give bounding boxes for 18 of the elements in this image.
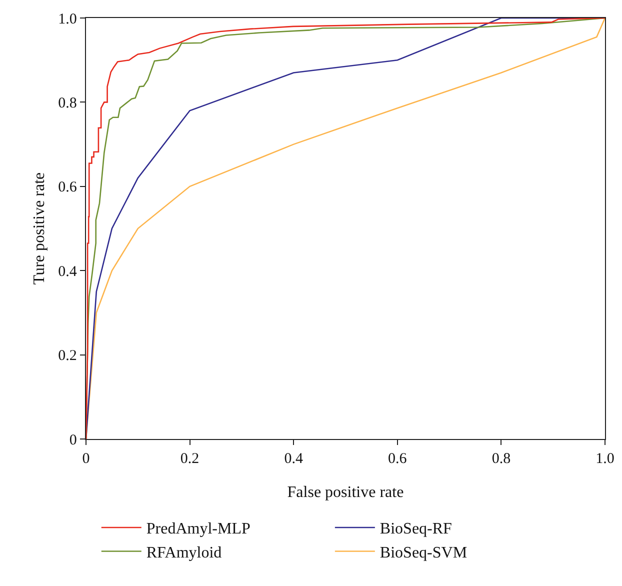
y-tick-label: 0 (69, 432, 77, 448)
x-tick-label: 0.8 (492, 451, 511, 468)
legend-label: BioSeq-SVM (380, 544, 468, 562)
x-tick-label: 0.4 (284, 451, 304, 468)
legend-label: RFAmyloid (146, 544, 222, 562)
x-tick-label: 0.6 (388, 451, 408, 468)
y-tick-label: 1.0 (58, 11, 77, 28)
y-tick-label: 0.2 (58, 348, 77, 364)
y-tick-label: 0.6 (58, 180, 78, 196)
x-tick-label: 0 (82, 451, 90, 468)
x-tick-label: 0.2 (180, 451, 200, 468)
x-axis-title: False positive rate (287, 484, 404, 502)
y-tick-label: 0.4 (58, 264, 78, 280)
y-axis-title: Ture positive rate (30, 172, 48, 285)
legend-label: PredAmyl-MLP (146, 520, 250, 538)
y-tick-label: 0.8 (58, 95, 77, 112)
legend-label: BioSeq-RF (380, 520, 452, 538)
x-tick-label: 1.0 (596, 451, 614, 468)
